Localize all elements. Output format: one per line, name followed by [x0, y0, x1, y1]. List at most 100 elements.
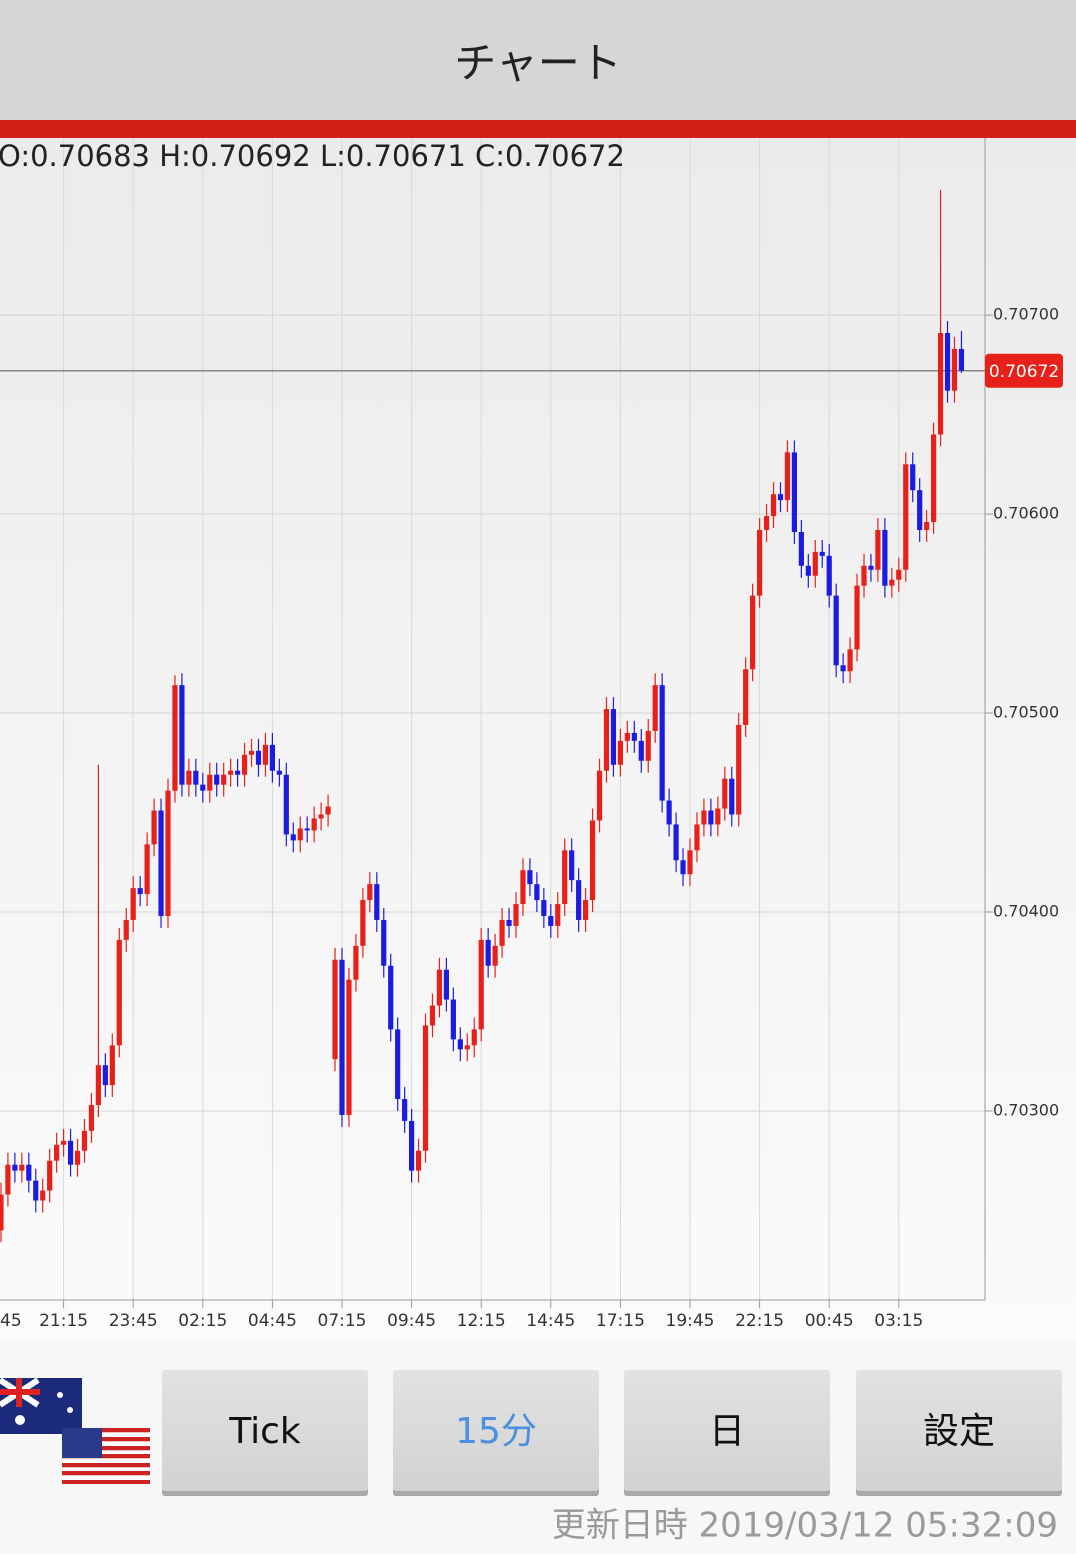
candle-body — [583, 900, 589, 920]
candle-body — [478, 939, 484, 1030]
candle-body — [903, 464, 909, 570]
candle-body — [179, 685, 185, 785]
header-bar — [0, 0, 1076, 120]
candle-body — [757, 529, 763, 596]
candle-body — [736, 724, 742, 815]
candle-body — [589, 820, 596, 901]
button-label[interactable]: Tick — [228, 1411, 301, 1452]
button-label[interactable]: 15分 — [455, 1411, 537, 1452]
candle-body — [123, 919, 129, 940]
flag-icon — [0, 1377, 150, 1484]
tab-button[interactable]: 設定 — [856, 1370, 1062, 1496]
update-time: 更新日時 2019/03/12 05:32:09 — [552, 1506, 1058, 1546]
candle-body — [109, 1045, 115, 1086]
candle-body — [798, 531, 804, 566]
current-price-label: 0.70672 — [989, 362, 1059, 382]
candle-body — [861, 565, 867, 586]
candle-body — [402, 1099, 408, 1121]
candle-body — [541, 900, 547, 916]
candle-body — [415, 1150, 422, 1171]
tab-button[interactable]: Tick — [162, 1370, 368, 1496]
candle-body — [144, 844, 150, 895]
candle-body — [311, 818, 317, 831]
candle-body — [596, 770, 603, 821]
x-tick-label: 14:45 — [526, 1311, 575, 1331]
candle-body — [833, 595, 839, 666]
candle-body — [19, 1164, 25, 1171]
candle-body — [450, 999, 456, 1040]
x-tick-label: 04:45 — [248, 1311, 297, 1331]
candle-body — [917, 490, 923, 530]
candle-body — [186, 770, 192, 785]
candle-body — [610, 709, 617, 765]
tab-button[interactable]: 15分 — [393, 1370, 599, 1496]
candle-body — [652, 685, 658, 731]
candle-body — [457, 1039, 463, 1050]
candle-body — [422, 1025, 429, 1151]
candle-body — [61, 1140, 67, 1145]
button-face[interactable] — [393, 1370, 599, 1491]
candle-body — [750, 595, 756, 670]
candle-body — [200, 784, 206, 791]
candle-body — [520, 870, 526, 905]
candle-body — [137, 888, 143, 895]
candle-body — [638, 740, 644, 761]
x-tick-label: 07:15 — [318, 1311, 367, 1331]
candle-body — [47, 1160, 53, 1191]
candle-body — [819, 551, 825, 556]
candle-body — [499, 919, 505, 946]
header-title: チャート — [454, 39, 622, 88]
candle-body — [221, 774, 227, 785]
x-tick-label: 12:15 — [457, 1311, 506, 1331]
candle-body — [248, 750, 255, 755]
x-tick-label: 03:15 — [874, 1311, 923, 1331]
candle-body — [645, 730, 651, 761]
button-label[interactable]: 日 — [709, 1411, 745, 1452]
candle-body — [228, 770, 234, 775]
candle-body — [283, 774, 289, 835]
candle-body — [409, 1120, 415, 1171]
candle-body — [429, 1005, 436, 1026]
candle-body — [151, 810, 157, 845]
chart-area — [0, 138, 1076, 1338]
y-tick-label: 0.70400 — [993, 902, 1059, 921]
candle-body — [729, 778, 735, 815]
y-tick-label: 0.70500 — [993, 703, 1059, 722]
candle-body — [318, 814, 324, 819]
x-tick-label: 21:15 — [39, 1311, 88, 1331]
candle-body — [673, 824, 679, 861]
candle-body — [631, 732, 637, 741]
candle-body — [241, 754, 248, 775]
y-tick-label: 0.70300 — [993, 1100, 1059, 1119]
candle-body — [269, 744, 275, 771]
chart: 0.70300 0.70400 0.70500 0.70600 0.70700 45 21:… — [0, 138, 1063, 1331]
candle-body — [165, 790, 171, 916]
candle-body — [332, 959, 338, 1060]
button-face[interactable] — [162, 1370, 368, 1491]
tab-button[interactable]: 日 — [624, 1370, 830, 1496]
candle-body — [777, 494, 784, 501]
candle-body — [325, 806, 331, 815]
candle-body — [743, 669, 749, 725]
candle-body — [569, 850, 575, 881]
candle-body — [395, 1029, 401, 1100]
candle-body — [937, 332, 944, 435]
button-face[interactable] — [856, 1370, 1062, 1491]
candle-body — [26, 1164, 32, 1181]
candle-body — [812, 551, 818, 576]
candle-body — [826, 555, 832, 596]
candle-body — [562, 850, 568, 905]
candle-body — [74, 1150, 81, 1165]
x-tick-label: 23:45 — [109, 1311, 158, 1331]
button-label[interactable]: 設定 — [923, 1411, 995, 1452]
candle-body — [388, 965, 394, 1030]
candle-body — [666, 800, 672, 825]
candle-body — [95, 1065, 101, 1106]
candle-body — [116, 939, 122, 1046]
candle-body — [130, 888, 136, 920]
button-face[interactable] — [624, 1370, 830, 1491]
candle-body — [12, 1164, 18, 1171]
candle-body — [910, 464, 916, 491]
candle-body — [81, 1130, 88, 1151]
